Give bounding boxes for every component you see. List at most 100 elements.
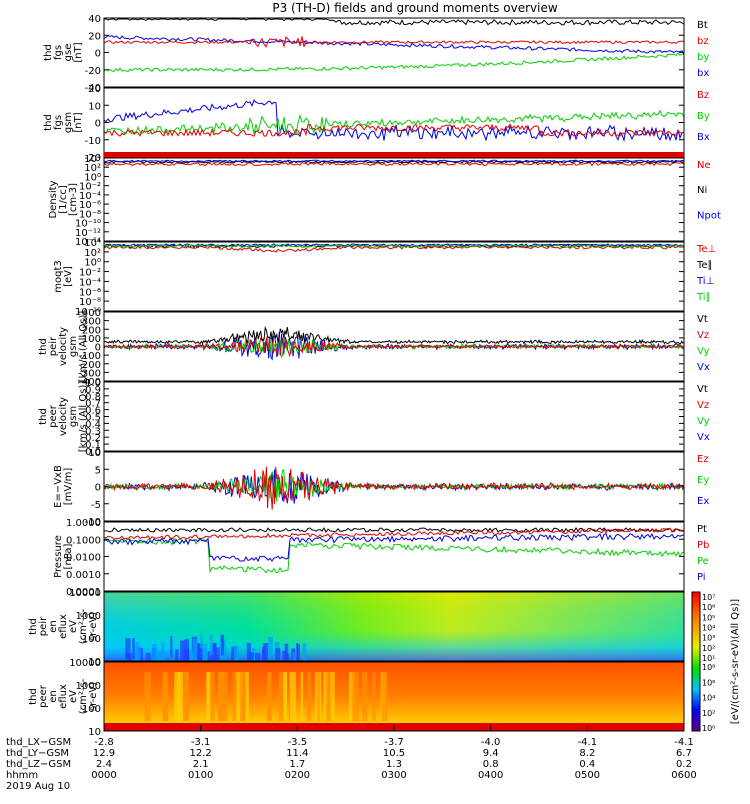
spectrogram-ion-streak [197, 643, 200, 664]
y-tick-label: 0.6 [85, 406, 101, 417]
panel-10: 10000 1000 100 10 thd peer en eflux eV (cm²-s-sr-… [28, 658, 685, 738]
x-row-value: 0000 [91, 770, 116, 781]
y-tick-label: 10⁻² [79, 268, 101, 279]
series-vt [103, 325, 685, 345]
spectrogram-electron-streak [326, 672, 331, 721]
spectrogram-electron-streak [352, 672, 359, 721]
legend-Vz: Vz [697, 330, 709, 341]
y-tick-label: 0.0 [85, 447, 101, 458]
y-tick-label: 10 [88, 657, 101, 668]
y-tick-label: 100 [82, 634, 101, 645]
y-tick-label: 10⁰ [84, 172, 101, 183]
x-row-value: 0100 [188, 770, 213, 781]
series-tipar [103, 244, 685, 248]
y-tick-label: -10 [85, 517, 101, 528]
x-row-value: 0.2 [676, 759, 692, 770]
x-row-value: -4.0 [481, 737, 501, 748]
series-teperp [103, 245, 685, 253]
spectrogram-ion-streak [302, 643, 307, 665]
spectrogram-electron-streak [278, 672, 285, 721]
y-axis-label: eV [68, 690, 79, 703]
spectrogram-electron-streak [174, 672, 179, 721]
series-ne [103, 161, 685, 167]
y-axis-label: en [48, 620, 59, 633]
x-row-value: 0.8 [483, 759, 499, 770]
y-tick-label: 10⁻⁸ [79, 297, 101, 308]
spectrogram-ion-streak [125, 638, 131, 659]
y-axis-label: (cm²-s- [78, 678, 89, 714]
y-axis-label: [km/s (All Qs)] [78, 311, 89, 383]
y-tick-label: 0 [95, 343, 101, 354]
x-row-value: 1.3 [386, 759, 402, 770]
panel-background [104, 158, 684, 241]
y-axis-label: peir [48, 336, 59, 356]
y-axis-label: sr-eV) [88, 612, 99, 641]
y-tick-label: 0.5 [85, 413, 101, 424]
y-tick-label: 10⁻² [79, 182, 101, 193]
legend-Vy: Vy [697, 346, 710, 357]
spectrogram-electron-streak [206, 672, 211, 721]
panel-frame [103, 311, 685, 382]
y-tick-label: 0 [95, 483, 101, 494]
y-tick-label: 10⁻⁶ [79, 200, 101, 211]
legend-Vz: Vz [697, 400, 709, 411]
y-tick-label: -300 [78, 368, 101, 379]
y-axis-label: eV [68, 620, 79, 633]
legend-Vt: Vt [697, 384, 708, 395]
legend-Pb: Pb [697, 540, 709, 551]
panel-background [104, 522, 684, 591]
y-axis-label: thd [43, 44, 54, 61]
spectrogram-electron-streak [328, 672, 335, 721]
y-tick-label: 10⁴ [84, 238, 101, 249]
y-axis-label: fgs [53, 45, 64, 60]
x-row-value: 0.4 [579, 759, 595, 770]
legend-Te∥: Te∥ [696, 260, 713, 271]
y-axis-label: peer [48, 404, 59, 428]
y-tick-label: -5 [91, 500, 101, 511]
spectrogram-electron-streak [323, 672, 328, 721]
y-tick-label: 10⁻⁶ [79, 287, 101, 298]
legend-bz: bz [697, 36, 709, 47]
x-axis-annotation: thd_LX−GSM -2.8 -3.1 -3.5 -3.7 -4.0 -4.1 -4.1 th… [6, 725, 697, 792]
x-row-label: hhmm [6, 770, 38, 781]
spectrogram-ion-streak [209, 634, 213, 656]
x-row-value: -3.1 [191, 737, 211, 748]
y-axis-label: [nT] [73, 112, 84, 132]
legend-bx: bx [697, 68, 709, 79]
y-axis-label: fgs [53, 115, 64, 130]
x-row-value: -4.1 [674, 737, 694, 748]
spectrogram-ion-streak [170, 636, 173, 657]
legend-Ex: Ex [697, 496, 709, 507]
spectrogram-electron [104, 662, 684, 731]
legend-Vy: Vy [697, 416, 710, 427]
y-tick-label: 0 [95, 49, 101, 60]
y-tick-label: 10⁴ [84, 154, 101, 165]
y-tick-label: 10 [88, 727, 101, 738]
y-tick-label: 10⁰ [84, 258, 101, 269]
panel-frame [103, 381, 685, 452]
y-tick-label: 0.0010 [66, 570, 101, 581]
spectrogram-ion-streak [213, 643, 217, 664]
colorbar-label: [eV/(cm²-s-sr-eV)(All Qs)] [730, 599, 741, 724]
x-row-value: 9.4 [483, 748, 499, 759]
legend-Pt: Pt [697, 524, 707, 535]
spectrogram-ion-streak [275, 648, 281, 669]
spectrogram-electron-streak [144, 672, 151, 721]
spectrogram-electron-streak [185, 672, 189, 721]
y-tick-label: -20 [85, 66, 101, 77]
y-tick-label: 0.0001 [66, 587, 101, 598]
y-tick-label: 0 [95, 119, 101, 130]
legend-By: By [697, 111, 710, 122]
y-axis-label: (cm²-s- [78, 608, 89, 644]
date-label: 2019 Aug 10 [6, 781, 70, 792]
y-tick-label: 0.9 [85, 385, 101, 396]
legend-Vx: Vx [697, 432, 710, 443]
spectrogram-electron-streak [178, 672, 184, 721]
legend-Pe: Pe [697, 556, 709, 567]
x-row-value: 0200 [285, 770, 310, 781]
series-vz [103, 336, 685, 358]
x-row-label: thd_LX−GSM [6, 737, 71, 748]
spectrogram-ion-streak [138, 647, 143, 669]
